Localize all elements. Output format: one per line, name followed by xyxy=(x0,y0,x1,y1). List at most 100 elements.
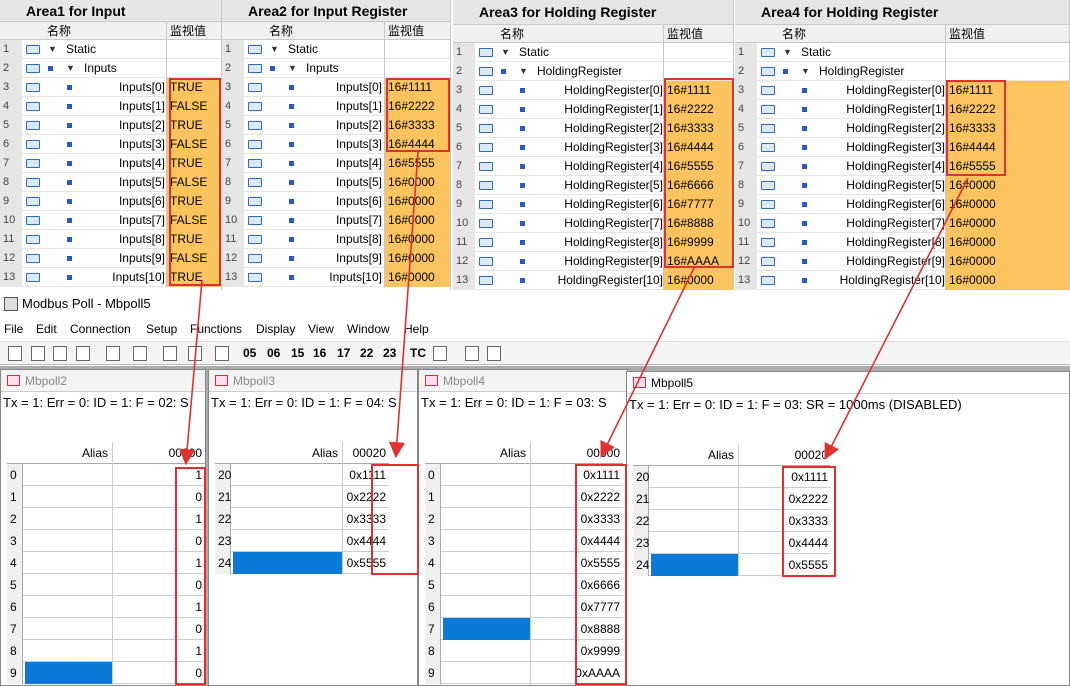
watch-table-row[interactable]: 13 Inputs[10] 16#0000 xyxy=(222,268,450,287)
register-row[interactable]: 22 0x3333 xyxy=(215,508,389,530)
register-value[interactable]: 1 xyxy=(195,600,202,614)
monitor-value[interactable]: FALSE xyxy=(166,249,221,268)
new-icon[interactable] xyxy=(8,346,22,361)
watch-table-row[interactable]: 8 Inputs[5] FALSE xyxy=(0,173,221,192)
menu-help[interactable]: Help xyxy=(404,322,429,336)
watch-table-row[interactable]: 11 Inputs[8] TRUE xyxy=(0,230,221,249)
alias-cell[interactable] xyxy=(25,486,113,508)
alias-cell[interactable] xyxy=(443,486,531,508)
register-row[interactable]: 0 0x1111 xyxy=(425,464,623,486)
register-value[interactable]: 0x5555 xyxy=(788,558,828,572)
function-code-button-05[interactable]: 05 xyxy=(243,346,257,360)
register-value[interactable]: 1 xyxy=(195,644,202,658)
register-value[interactable]: 0x9999 xyxy=(580,644,620,658)
window-caption[interactable]: Mbpoll4 xyxy=(419,370,627,392)
register-value[interactable]: 1 xyxy=(195,556,202,570)
watch-table-row[interactable]: 5 Inputs[2] TRUE xyxy=(0,116,221,135)
register-value[interactable]: 0x1111 xyxy=(349,468,386,482)
register-row[interactable]: 24 0x5555 xyxy=(633,554,831,576)
watch-table-row[interactable]: 9 Inputs[6] 16#0000 xyxy=(222,192,450,211)
monitor-value[interactable]: 16#7777 xyxy=(663,195,733,214)
register-row[interactable]: 2 0x3333 xyxy=(425,508,623,530)
monitor-value[interactable]: 16#1111 xyxy=(384,78,450,97)
delete-icon[interactable] xyxy=(106,346,120,361)
monitor-value[interactable]: 16#0000 xyxy=(945,176,1069,195)
watch-table-row[interactable]: 1 ▼ Static xyxy=(735,43,1069,62)
watch-table-row[interactable]: 10 Inputs[7] 16#0000 xyxy=(222,211,450,230)
monitor-value[interactable]: 16#2222 xyxy=(663,100,733,119)
register-value[interactable]: 0x3333 xyxy=(580,512,620,526)
register-value[interactable]: 0x4444 xyxy=(346,534,386,548)
collapse-triangle-icon[interactable]: ▼ xyxy=(801,66,810,76)
alias-cell[interactable] xyxy=(651,510,739,532)
collapse-triangle-icon[interactable]: ▼ xyxy=(288,63,297,73)
save-icon[interactable] xyxy=(53,346,67,361)
function-code-button-22[interactable]: 22 xyxy=(360,346,374,360)
register-value[interactable]: 0x3333 xyxy=(346,512,386,526)
monitor-value[interactable]: 16#0000 xyxy=(945,233,1069,252)
context-help-icon[interactable] xyxy=(487,346,501,361)
watch-table-row[interactable]: 1 ▼ Static xyxy=(0,40,221,59)
window-icon[interactable] xyxy=(133,346,147,361)
function-code-button-17[interactable]: 17 xyxy=(337,346,351,360)
pulse-icon[interactable] xyxy=(215,346,229,361)
register-value[interactable]: 0 xyxy=(195,490,202,504)
watch-table-row[interactable]: 4 HoldingRegister[1] 16#2222 xyxy=(453,100,733,119)
monitor-value[interactable]: 16#5555 xyxy=(384,154,450,173)
watch-table-row[interactable]: 4 HoldingRegister[1] 16#2222 xyxy=(735,100,1069,119)
watch-table-row[interactable]: 11 HoldingRegister[8] 16#9999 xyxy=(453,233,733,252)
register-row[interactable]: 4 0x5555 xyxy=(425,552,623,574)
function-code-button-06[interactable]: 06 xyxy=(267,346,281,360)
register-value[interactable]: 0x2222 xyxy=(788,492,828,506)
register-row[interactable]: 22 0x3333 xyxy=(633,510,831,532)
alias-cell[interactable] xyxy=(651,532,739,554)
watch-table-row[interactable]: 12 Inputs[9] 16#0000 xyxy=(222,249,450,268)
watch-table-row[interactable]: 7 HoldingRegister[4] 16#5555 xyxy=(453,157,733,176)
monitor-value[interactable]: 16#3333 xyxy=(663,119,733,138)
alias-cell[interactable] xyxy=(25,662,113,684)
alias-cell[interactable] xyxy=(651,488,739,510)
monitor-value[interactable]: 16#AAAA xyxy=(663,252,733,271)
monitor-value[interactable]: FALSE xyxy=(166,211,221,230)
monitor-value[interactable]: 16#0000 xyxy=(945,271,1069,290)
monitor-value[interactable]: 16#2222 xyxy=(945,100,1069,119)
read-icon[interactable] xyxy=(163,346,177,361)
menu-functions[interactable]: Functions xyxy=(190,322,243,336)
alias-cell[interactable] xyxy=(233,486,343,508)
register-value[interactable]: 0xAAAA xyxy=(575,666,620,680)
watch-table-row[interactable]: 3 Inputs[0] 16#1111 xyxy=(222,78,450,97)
monitor-value[interactable]: 16#0000 xyxy=(945,252,1069,271)
help-icon[interactable] xyxy=(465,346,479,361)
monitor-value[interactable]: 16#5555 xyxy=(945,157,1069,176)
alias-cell[interactable] xyxy=(651,466,739,488)
register-value[interactable]: 0x3333 xyxy=(788,514,828,528)
alias-cell[interactable] xyxy=(25,552,113,574)
register-row[interactable]: 20 0x1111 xyxy=(215,464,389,486)
window-caption[interactable]: Mbpoll2 xyxy=(1,370,205,392)
register-value[interactable]: 0 xyxy=(195,578,202,592)
monitor-icon[interactable] xyxy=(433,346,447,361)
register-row[interactable]: 1 0x2222 xyxy=(425,486,623,508)
alias-cell[interactable] xyxy=(651,554,739,576)
function-code-button-15[interactable]: 15 xyxy=(291,346,305,360)
watch-table-row[interactable]: 9 Inputs[6] TRUE xyxy=(0,192,221,211)
monitor-value[interactable]: 16#0000 xyxy=(663,271,733,290)
watch-table-row[interactable]: 13 HoldingRegister[10] 16#0000 xyxy=(735,271,1069,290)
watch-table-row[interactable]: 8 HoldingRegister[5] 16#6666 xyxy=(453,176,733,195)
alias-cell[interactable] xyxy=(25,530,113,552)
watch-table-row[interactable]: 2 ▼ HoldingRegister xyxy=(453,62,733,81)
register-row[interactable]: 7 0x8888 xyxy=(425,618,623,640)
poll-window-mbpoll4[interactable]: Mbpoll4 Tx = 1: Err = 0: ID = 1: F = 03: … xyxy=(418,369,628,686)
watch-table-row[interactable]: 11 Inputs[8] 16#0000 xyxy=(222,230,450,249)
function-code-button-23[interactable]: 23 xyxy=(383,346,397,360)
open-icon[interactable] xyxy=(31,346,45,361)
monitor-value[interactable]: 16#0000 xyxy=(384,173,450,192)
watch-table-row[interactable]: 8 Inputs[5] 16#0000 xyxy=(222,173,450,192)
register-value[interactable]: 0x5555 xyxy=(346,556,386,570)
monitor-value[interactable]: 16#8888 xyxy=(663,214,733,233)
collapse-triangle-icon[interactable]: ▼ xyxy=(783,47,792,57)
alias-cell[interactable] xyxy=(25,618,113,640)
